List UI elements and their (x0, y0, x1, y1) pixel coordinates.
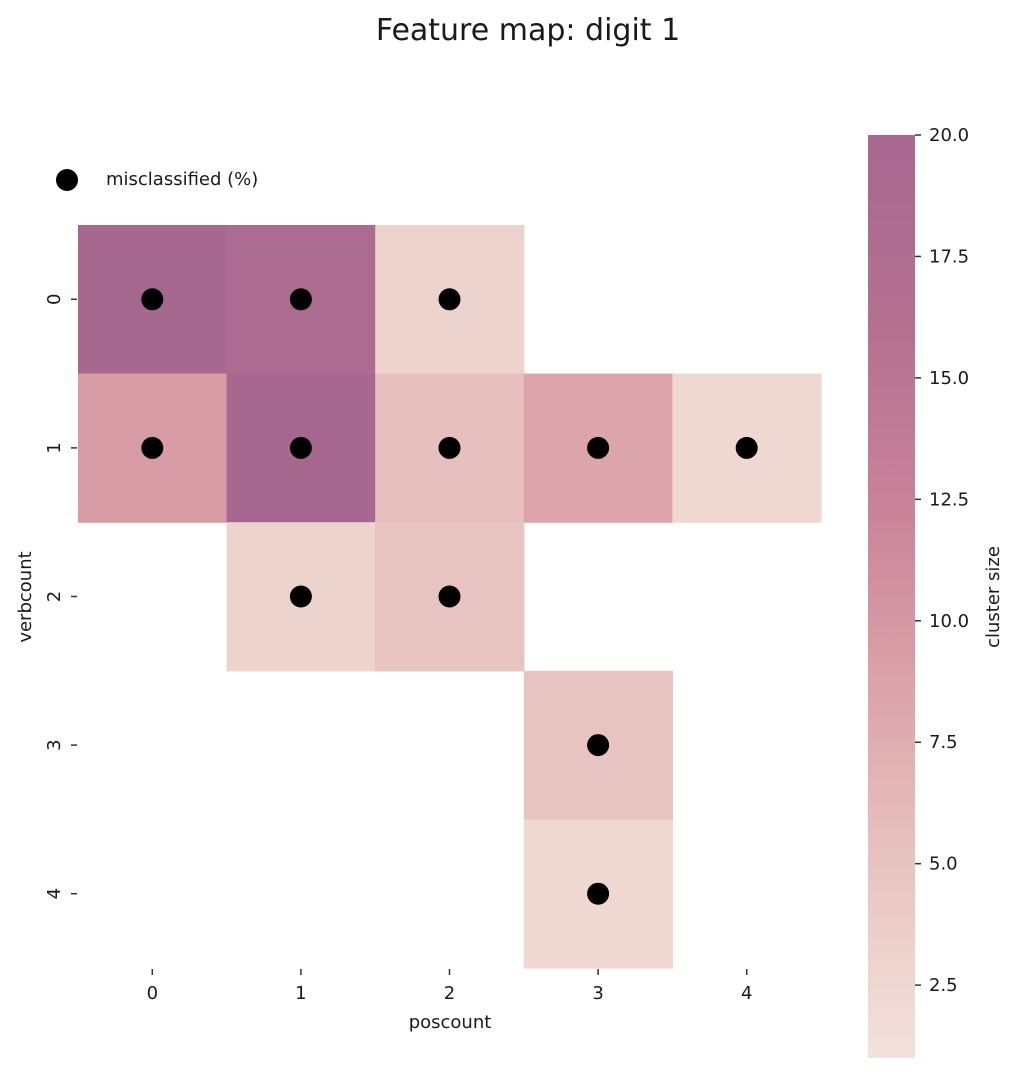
colorbar-tick-label: 2.5 (929, 975, 958, 996)
misclassified-marker (587, 436, 610, 459)
misclassified-marker (438, 288, 461, 311)
x-tick-label: 4 (741, 983, 752, 1004)
x-axis-label: poscount (409, 1012, 492, 1033)
misclassified-marker (289, 585, 312, 608)
colorbar-tick-label: 20.0 (929, 125, 969, 146)
x-axis-ticks: 0 1 2 3 4 (147, 969, 752, 1004)
misclassified-marker (735, 436, 758, 459)
x-tick-label: 3 (592, 983, 603, 1004)
colorbar (868, 135, 915, 1058)
colorbar-tick-label: 5.0 (929, 854, 958, 875)
y-axis-ticks: 0 1 2 3 4 (44, 294, 77, 899)
y-tick-label: 4 (44, 888, 65, 899)
legend: misclassified (%) (56, 169, 258, 191)
misclassified-marker (141, 288, 164, 311)
x-tick-label: 1 (295, 983, 306, 1004)
colorbar-tick-label: 12.5 (929, 489, 969, 510)
x-tick-label: 2 (444, 983, 455, 1004)
misclassified-marker (289, 288, 312, 311)
misclassified-marker (587, 734, 610, 757)
colorbar-tick-label: 10.0 (929, 611, 969, 632)
legend-label: misclassified (%) (106, 169, 258, 190)
legend-marker (56, 169, 78, 191)
y-axis-label: verbcount (15, 551, 36, 642)
misclassified-marker (438, 436, 461, 459)
misclassified-marker (141, 436, 164, 459)
y-tick-label: 0 (44, 294, 65, 305)
colorbar-label: cluster size (983, 546, 1004, 648)
misclassified-marker (587, 882, 610, 905)
y-tick-label: 3 (44, 739, 65, 750)
misclassified-marker (289, 436, 312, 459)
chart-title: Feature map: digit 1 (376, 13, 680, 48)
y-tick-label: 2 (44, 591, 65, 602)
misclassified-markers (141, 288, 758, 905)
colorbar-tick-label: 7.5 (929, 732, 958, 753)
colorbar-tick-label: 15.0 (929, 368, 969, 389)
misclassified-marker (438, 585, 461, 608)
colorbar-tick-label: 17.5 (929, 246, 969, 267)
x-tick-label: 0 (147, 983, 158, 1004)
colorbar-ticks: 2.5 5.0 7.5 10.0 12.5 15.0 17.5 20.0 (915, 125, 969, 996)
y-tick-label: 1 (44, 442, 65, 453)
